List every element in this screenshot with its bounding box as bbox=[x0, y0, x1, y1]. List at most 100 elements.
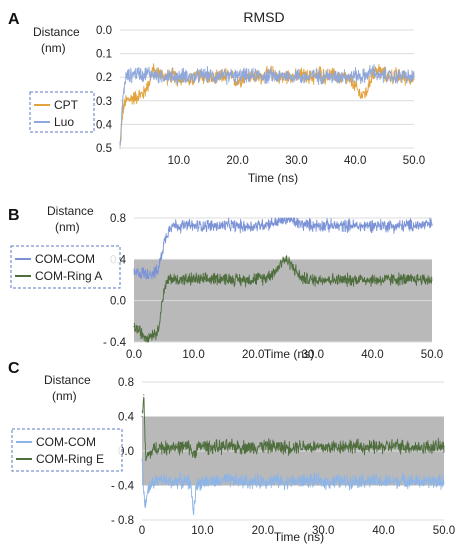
series-trace-2 bbox=[141, 396, 445, 462]
data-point bbox=[171, 481, 173, 483]
data-point bbox=[395, 76, 397, 78]
data-point bbox=[184, 74, 186, 76]
data-point bbox=[276, 221, 278, 223]
legend-label: CPT bbox=[54, 98, 79, 112]
data-point bbox=[189, 447, 191, 449]
data-point bbox=[360, 95, 362, 97]
data-point bbox=[228, 278, 230, 280]
data-point bbox=[195, 447, 197, 449]
data-point bbox=[193, 225, 195, 227]
data-point bbox=[225, 76, 227, 78]
data-point bbox=[139, 272, 141, 274]
x-tick-label: 20.0 bbox=[242, 349, 264, 361]
data-point bbox=[419, 224, 421, 226]
data-point bbox=[151, 69, 153, 71]
data-point bbox=[395, 278, 397, 280]
data-point bbox=[348, 224, 350, 226]
x-tick-label: 50.0 bbox=[403, 155, 425, 167]
data-point bbox=[395, 225, 397, 227]
x-tick-label: 30.0 bbox=[285, 155, 307, 167]
x-tick-label: 50.0 bbox=[433, 525, 455, 537]
y-axis-title: (nm) bbox=[52, 389, 77, 403]
legend-box bbox=[11, 428, 123, 472]
data-point bbox=[383, 481, 385, 483]
data-point bbox=[346, 481, 348, 483]
data-point bbox=[371, 224, 373, 226]
data-point bbox=[300, 277, 302, 279]
data-point bbox=[286, 481, 288, 483]
data-point bbox=[383, 224, 385, 226]
data-point bbox=[216, 277, 218, 279]
data-point bbox=[431, 279, 433, 281]
data-point bbox=[322, 447, 324, 449]
data-point bbox=[413, 76, 415, 78]
data-point bbox=[288, 218, 290, 220]
data-point bbox=[192, 454, 194, 456]
x-tick-label: 30.0 bbox=[302, 349, 324, 361]
data-point bbox=[165, 447, 167, 449]
data-point bbox=[419, 481, 421, 483]
data-point bbox=[294, 221, 296, 223]
y-axis-title: (nm) bbox=[41, 41, 66, 55]
data-point bbox=[358, 479, 360, 481]
data-point bbox=[213, 481, 216, 483]
data-point bbox=[443, 481, 445, 483]
data-point bbox=[383, 279, 385, 281]
data-point bbox=[151, 334, 153, 336]
series-trace-1 bbox=[119, 63, 415, 147]
data-point bbox=[147, 489, 149, 491]
data-point bbox=[324, 278, 326, 280]
data-point bbox=[313, 74, 315, 76]
y-tick-label: 0.1 bbox=[96, 49, 112, 61]
data-point bbox=[181, 278, 183, 280]
data-point bbox=[264, 277, 266, 279]
data-point bbox=[395, 480, 397, 482]
y-axis-title: Distance bbox=[33, 25, 80, 39]
data-point bbox=[190, 81, 192, 83]
data-point bbox=[137, 71, 139, 74]
panel-letter: A bbox=[8, 11, 20, 28]
data-point bbox=[137, 95, 139, 97]
data-point bbox=[254, 74, 256, 76]
data-point bbox=[163, 289, 165, 291]
data-point bbox=[190, 76, 192, 78]
data-point bbox=[301, 76, 303, 78]
data-point bbox=[240, 279, 242, 281]
data-point bbox=[169, 225, 171, 227]
data-point bbox=[189, 480, 191, 482]
data-point bbox=[278, 76, 280, 78]
data-point bbox=[160, 76, 162, 78]
data-point bbox=[159, 478, 161, 481]
data-point bbox=[334, 446, 336, 448]
data-point bbox=[378, 76, 380, 78]
data-point bbox=[266, 76, 268, 78]
y-tick-label: 0.2 bbox=[96, 72, 112, 84]
data-point bbox=[389, 76, 392, 78]
data-point bbox=[169, 277, 171, 279]
data-point bbox=[384, 74, 386, 76]
data-point bbox=[183, 446, 185, 448]
data-point bbox=[407, 224, 409, 226]
data-point bbox=[177, 447, 179, 449]
data-point bbox=[133, 273, 135, 275]
data-point bbox=[348, 76, 350, 78]
y-tick-label: 0.8 bbox=[118, 377, 134, 389]
data-point bbox=[141, 415, 143, 418]
data-point bbox=[407, 76, 409, 78]
series-trace-2 bbox=[133, 255, 433, 343]
data-point bbox=[159, 446, 161, 448]
y-tick-label: - 0.4 bbox=[111, 481, 135, 493]
data-point bbox=[319, 76, 321, 78]
data-point bbox=[153, 448, 155, 450]
data-point bbox=[204, 224, 207, 226]
data-point bbox=[131, 97, 133, 99]
legend-box bbox=[29, 91, 95, 133]
data-point bbox=[276, 269, 278, 271]
data-point bbox=[178, 76, 180, 78]
data-point bbox=[216, 225, 218, 227]
data-point bbox=[153, 480, 155, 482]
data-point bbox=[313, 76, 315, 78]
data-point bbox=[336, 225, 338, 227]
data-point bbox=[213, 447, 216, 449]
